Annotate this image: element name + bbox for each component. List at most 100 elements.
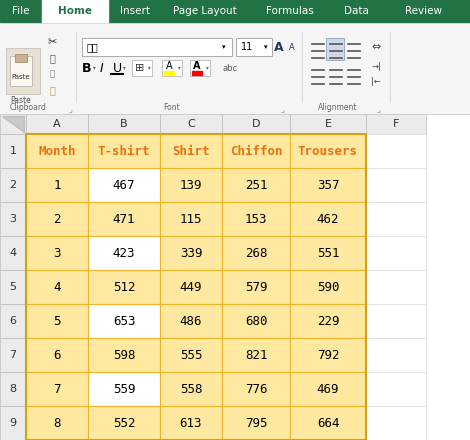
Text: ▾: ▾: [178, 66, 180, 70]
Text: 11: 11: [241, 42, 253, 52]
Text: 613: 613: [180, 417, 202, 429]
Text: A: A: [289, 43, 295, 51]
Text: 467: 467: [113, 179, 135, 191]
Text: 486: 486: [180, 315, 202, 327]
Text: 251: 251: [245, 179, 267, 191]
Text: 4: 4: [53, 281, 61, 293]
Text: 598: 598: [113, 348, 135, 362]
Bar: [222, 134, 290, 168]
Text: 469: 469: [317, 382, 339, 396]
Bar: [0, 236, 26, 270]
Bar: [26, 134, 88, 168]
Bar: [290, 372, 366, 406]
Bar: [160, 134, 222, 168]
Text: 9: 9: [9, 418, 16, 428]
Text: A: A: [193, 61, 201, 71]
Text: 115: 115: [180, 213, 202, 225]
Bar: [366, 406, 426, 440]
Text: 653: 653: [113, 315, 135, 327]
Text: Chiffon: Chiffon: [230, 144, 282, 158]
Text: Clipboard: Clipboard: [9, 103, 47, 111]
Bar: [290, 202, 366, 236]
Bar: [222, 304, 290, 338]
Bar: [10, 56, 32, 86]
Text: 8: 8: [53, 417, 61, 429]
Bar: [366, 202, 426, 236]
Text: 7: 7: [53, 382, 61, 396]
Text: F: F: [393, 119, 399, 129]
Bar: [0, 134, 26, 168]
Text: 1: 1: [53, 179, 61, 191]
Text: ⇔: ⇔: [371, 42, 381, 52]
Text: Month: Month: [38, 144, 76, 158]
Text: 229: 229: [317, 315, 339, 327]
Bar: [88, 134, 160, 168]
Text: 449: 449: [180, 281, 202, 293]
Text: Alignment: Alignment: [318, 103, 358, 111]
Text: ▾: ▾: [93, 66, 95, 70]
Bar: [290, 304, 366, 338]
Bar: [26, 134, 366, 440]
Bar: [160, 236, 222, 270]
Text: T-shirt: T-shirt: [98, 144, 150, 158]
Bar: [160, 372, 222, 406]
Text: 680: 680: [245, 315, 267, 327]
Bar: [366, 270, 426, 304]
Bar: [88, 372, 160, 406]
Bar: [326, 38, 344, 60]
Text: 551: 551: [317, 246, 339, 260]
Text: 268: 268: [245, 246, 267, 260]
Text: 795: 795: [245, 417, 267, 429]
Bar: [160, 114, 222, 134]
Polygon shape: [2, 116, 24, 132]
Text: ▾: ▾: [123, 66, 125, 70]
Bar: [132, 60, 152, 76]
Bar: [160, 304, 222, 338]
Text: Shirt: Shirt: [172, 144, 210, 158]
Text: ▾: ▾: [264, 44, 268, 50]
Bar: [290, 134, 366, 168]
Text: U: U: [112, 62, 122, 74]
Text: 2: 2: [9, 180, 16, 190]
Text: Data: Data: [344, 6, 368, 16]
Bar: [6, 48, 40, 94]
Text: 3: 3: [53, 246, 61, 260]
Bar: [160, 406, 222, 440]
Bar: [190, 60, 210, 76]
Text: →|: →|: [371, 62, 381, 70]
Text: ▾: ▾: [148, 66, 150, 70]
Text: ▾: ▾: [222, 44, 226, 50]
Text: 559: 559: [113, 382, 135, 396]
Text: 558: 558: [180, 382, 202, 396]
Text: E: E: [324, 119, 331, 129]
Bar: [0, 22, 470, 114]
Bar: [26, 304, 88, 338]
Bar: [222, 406, 290, 440]
Text: Trousers: Trousers: [298, 144, 358, 158]
Text: 462: 462: [317, 213, 339, 225]
Text: 590: 590: [317, 281, 339, 293]
Text: 512: 512: [113, 281, 135, 293]
Text: ⬜: ⬜: [49, 53, 55, 63]
Bar: [0, 0, 470, 22]
Bar: [88, 270, 160, 304]
Text: Paste: Paste: [11, 95, 31, 105]
Bar: [26, 338, 88, 372]
Bar: [88, 202, 160, 236]
Text: ⊞: ⊞: [135, 63, 145, 73]
Bar: [160, 338, 222, 372]
Text: A: A: [274, 40, 284, 54]
Bar: [222, 338, 290, 372]
Text: Paste: Paste: [12, 74, 30, 80]
Text: 1: 1: [9, 146, 16, 156]
Text: ⌟: ⌟: [376, 105, 380, 114]
Bar: [366, 372, 426, 406]
Bar: [366, 114, 426, 134]
Text: abc: abc: [222, 63, 237, 73]
Text: 821: 821: [245, 348, 267, 362]
Bar: [0, 270, 26, 304]
Text: ⬜: ⬜: [49, 70, 55, 78]
Bar: [88, 304, 160, 338]
Bar: [164, 71, 174, 75]
Text: I: I: [100, 62, 104, 74]
